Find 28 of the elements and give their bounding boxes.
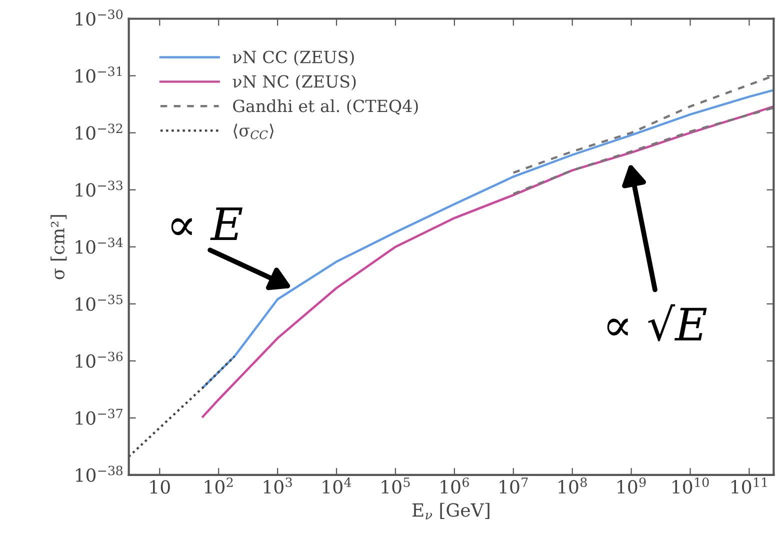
x-tick-label: 10$^{8}$ [558,477,587,494]
y-tick-label: 10$^{−34}$ [76,238,123,254]
x-tick-label: 10$^{2}$ [204,477,233,494]
y-tick-label: 10$^{−38}$ [76,466,122,482]
y-tick-label: 10$^{−35}$ [76,294,122,311]
x-tick-label: 10$^{11}$ [732,477,767,494]
y-tick-label: 10$^{−30}$ [76,10,123,26]
x-tick-label: 10$^{3}$ [264,477,292,494]
legend-label: Gandhi et al. (CTEQ4) [233,99,418,115]
y-tick-label: 10$^{−37}$ [76,408,122,425]
y-tick-label: 10$^{−32}$ [76,124,122,140]
x-tick-label: 10$^{4}$ [322,477,352,494]
x-axis-title: E$_{ν}$ [GeV] [412,502,490,520]
x-tick-label: 10$^{5}$ [382,478,410,494]
legend-label: νN NC (ZEUS) [232,74,356,90]
y-tick-label: 10$^{−31}$ [76,66,122,83]
y-axis-title: σ [cm²] [50,215,67,280]
x-tick-label: 10$^{7}$ [500,478,528,494]
annotation: ∝ √E [607,304,707,342]
annotation: ∝ E [171,208,242,240]
legend-label: νN CC (ZEUS) [232,50,354,66]
legend-label: ⟨σ$_{CC}$⟩ [234,124,274,140]
x-tick-label: 10$^{9}$ [618,477,646,494]
x-tick-label: 10$^{10}$ [672,477,709,494]
x-tick-label: 10 [150,480,170,494]
y-tick-label: 10$^{−36}$ [76,352,123,368]
y-tick-label: 10$^{−33}$ [76,180,122,197]
x-tick-label: 10$^{6}$ [440,477,469,494]
